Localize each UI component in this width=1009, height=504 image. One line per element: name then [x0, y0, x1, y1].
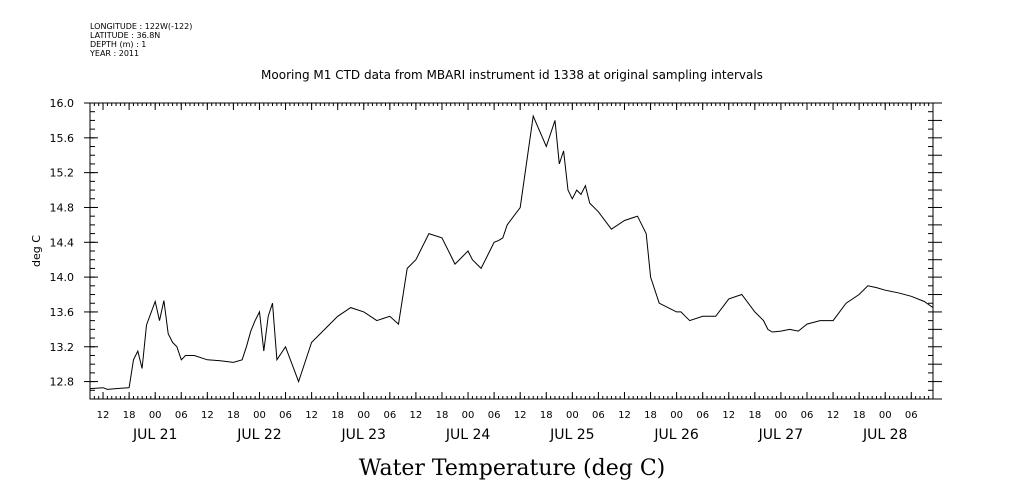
y-tick-labels: 12.8 13.2 13.6 14.0 14.4 14.8 15.2 15.6 16.0	[50, 97, 75, 389]
x-hour-label: 00	[566, 410, 579, 421]
x-date-label: JUL 28	[862, 427, 907, 443]
y-tick-label: 15.6	[50, 132, 75, 145]
y-tick-label: 13.6	[50, 306, 75, 319]
series-group	[89, 114, 934, 390]
x-hour-label: 06	[801, 410, 814, 421]
x-hour-label: 06	[488, 410, 501, 421]
x-hour-label: 06	[175, 410, 188, 421]
y-tick-label: 16.0	[50, 97, 75, 110]
axis-ticks	[84, 102, 942, 400]
x-hour-label: 18	[748, 410, 761, 421]
y-axis-label: deg C	[30, 235, 43, 267]
x-date-label: JUL 23	[341, 427, 386, 443]
x-hour-label: 18	[436, 410, 449, 421]
x-hour-label: 12	[827, 410, 840, 421]
y-tick-label: 12.8	[50, 376, 75, 389]
y-tick-label: 15.2	[50, 167, 75, 180]
x-hour-label: 00	[775, 410, 788, 421]
x-hour-label: 00	[462, 410, 475, 421]
x-axis-label: Water Temperature (deg C)	[359, 456, 666, 481]
x-hour-label: 18	[644, 410, 657, 421]
x-date-label: JUL 24	[445, 427, 491, 443]
x-hour-label: 18	[123, 410, 136, 421]
x-date-label: JUL 21	[132, 427, 177, 443]
x-hour-label: 18	[331, 410, 344, 421]
x-hour-label: 00	[253, 410, 266, 421]
x-hour-label: 12	[410, 410, 423, 421]
x-hour-label: 12	[722, 410, 735, 421]
x-hour-label: 00	[357, 410, 370, 421]
y-tick-label: 14.4	[50, 236, 75, 249]
y-tick-label: 14.8	[50, 201, 75, 214]
x-hour-label: 12	[618, 410, 631, 421]
x-hour-label: 12	[305, 410, 318, 421]
x-hour-label: 06	[383, 410, 396, 421]
plot-frame	[89, 102, 934, 400]
y-tick-label: 14.0	[50, 271, 75, 284]
meta-longitude: LONGITUDE : 122W(-122)	[90, 22, 192, 31]
meta-latitude: LATITUDE : 36.8N	[90, 31, 160, 40]
x-hour-label: 18	[540, 410, 553, 421]
x-hour-label: 12	[97, 410, 110, 421]
x-hour-label: 06	[696, 410, 709, 421]
x-hour-label: 00	[670, 410, 683, 421]
x-hour-label: 06	[279, 410, 292, 421]
x-date-label: JUL 26	[653, 427, 699, 443]
y-tick-label: 13.2	[50, 341, 75, 354]
x-date-label: JUL 22	[236, 427, 281, 443]
x-hour-label: 00	[879, 410, 892, 421]
x-tick-labels: 12 18 00 06 12 18 00 06 12 18 00 06 12 18 00 06 12 18 00 06…	[97, 410, 918, 443]
x-date-label: JUL 25	[549, 427, 594, 443]
x-date-label: JUL 27	[758, 427, 803, 443]
x-hour-label: 00	[149, 410, 162, 421]
series-line-water-temperature	[89, 114, 934, 390]
x-hour-label: 06	[592, 410, 605, 421]
meta-depth: DEPTH (m) : 1	[90, 40, 146, 49]
meta-year: YEAR : 2011	[89, 49, 139, 58]
x-hour-label: 06	[905, 410, 918, 421]
x-hour-label: 12	[201, 410, 214, 421]
x-hour-label: 18	[227, 410, 240, 421]
chart-title: Mooring M1 CTD data from MBARI instrumen…	[261, 68, 763, 82]
x-hour-label: 18	[853, 410, 866, 421]
x-hour-label: 12	[514, 410, 527, 421]
